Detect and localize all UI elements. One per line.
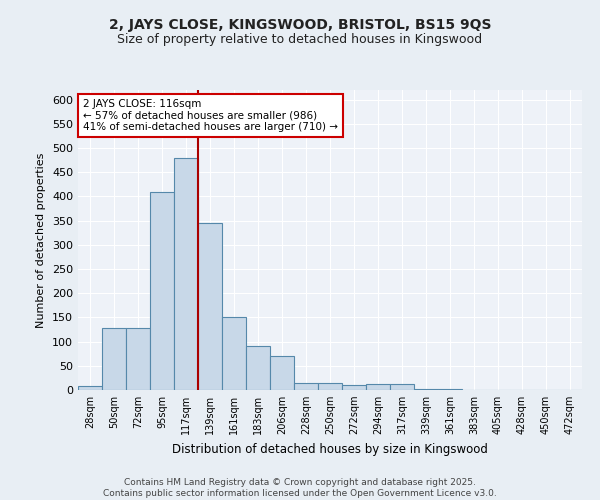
Bar xyxy=(270,356,294,390)
Bar xyxy=(342,385,366,390)
Bar xyxy=(174,158,198,390)
Bar xyxy=(438,389,462,390)
Bar xyxy=(150,192,174,390)
Text: Size of property relative to detached houses in Kingswood: Size of property relative to detached ho… xyxy=(118,32,482,46)
Bar xyxy=(366,384,390,390)
Text: Contains HM Land Registry data © Crown copyright and database right 2025.
Contai: Contains HM Land Registry data © Crown c… xyxy=(103,478,497,498)
Bar xyxy=(222,318,246,390)
Bar xyxy=(78,386,102,390)
Bar xyxy=(126,328,150,390)
Text: 2 JAYS CLOSE: 116sqm
← 57% of detached houses are smaller (986)
41% of semi-deta: 2 JAYS CLOSE: 116sqm ← 57% of detached h… xyxy=(83,99,338,132)
Bar xyxy=(198,223,222,390)
Bar xyxy=(246,346,270,390)
X-axis label: Distribution of detached houses by size in Kingswood: Distribution of detached houses by size … xyxy=(172,442,488,456)
Bar xyxy=(414,389,438,390)
Text: 2, JAYS CLOSE, KINGSWOOD, BRISTOL, BS15 9QS: 2, JAYS CLOSE, KINGSWOOD, BRISTOL, BS15 … xyxy=(109,18,491,32)
Bar xyxy=(390,384,414,390)
Bar xyxy=(102,328,126,390)
Bar xyxy=(294,382,318,390)
Bar xyxy=(318,382,342,390)
Y-axis label: Number of detached properties: Number of detached properties xyxy=(37,152,46,328)
